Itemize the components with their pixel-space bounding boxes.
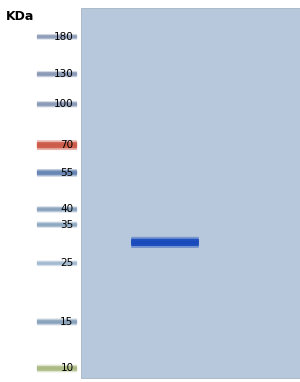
- FancyBboxPatch shape: [37, 170, 77, 175]
- Text: KDa: KDa: [6, 10, 34, 23]
- FancyBboxPatch shape: [37, 172, 77, 177]
- FancyBboxPatch shape: [37, 319, 77, 323]
- FancyBboxPatch shape: [37, 169, 77, 174]
- Text: 180: 180: [54, 32, 74, 42]
- FancyBboxPatch shape: [37, 321, 77, 325]
- FancyBboxPatch shape: [131, 237, 199, 244]
- FancyBboxPatch shape: [37, 144, 77, 150]
- FancyBboxPatch shape: [131, 241, 199, 248]
- Text: 130: 130: [54, 69, 74, 79]
- FancyBboxPatch shape: [37, 103, 77, 107]
- FancyBboxPatch shape: [37, 224, 77, 228]
- FancyBboxPatch shape: [37, 208, 77, 212]
- Text: 10: 10: [60, 364, 74, 374]
- FancyBboxPatch shape: [37, 261, 77, 264]
- FancyBboxPatch shape: [37, 223, 77, 227]
- FancyBboxPatch shape: [37, 36, 77, 40]
- FancyBboxPatch shape: [37, 72, 77, 76]
- FancyBboxPatch shape: [37, 34, 77, 38]
- FancyBboxPatch shape: [37, 207, 77, 212]
- FancyBboxPatch shape: [37, 320, 77, 324]
- FancyBboxPatch shape: [37, 101, 77, 105]
- FancyBboxPatch shape: [37, 366, 77, 371]
- Text: 15: 15: [60, 317, 74, 327]
- FancyBboxPatch shape: [37, 71, 77, 75]
- Text: 40: 40: [60, 204, 74, 214]
- Text: 100: 100: [54, 99, 74, 109]
- FancyBboxPatch shape: [131, 239, 199, 246]
- Text: 70: 70: [60, 140, 74, 150]
- Bar: [81, 8, 300, 378]
- FancyBboxPatch shape: [37, 367, 77, 372]
- FancyBboxPatch shape: [37, 142, 77, 148]
- FancyBboxPatch shape: [37, 206, 77, 210]
- Text: 55: 55: [60, 168, 74, 178]
- FancyBboxPatch shape: [37, 261, 77, 265]
- Text: 25: 25: [60, 258, 74, 268]
- FancyBboxPatch shape: [37, 364, 77, 369]
- FancyBboxPatch shape: [37, 140, 77, 146]
- Text: 35: 35: [60, 220, 74, 230]
- FancyBboxPatch shape: [37, 73, 77, 77]
- FancyBboxPatch shape: [37, 262, 77, 266]
- FancyBboxPatch shape: [37, 222, 77, 226]
- FancyBboxPatch shape: [37, 35, 77, 39]
- FancyBboxPatch shape: [37, 102, 77, 106]
